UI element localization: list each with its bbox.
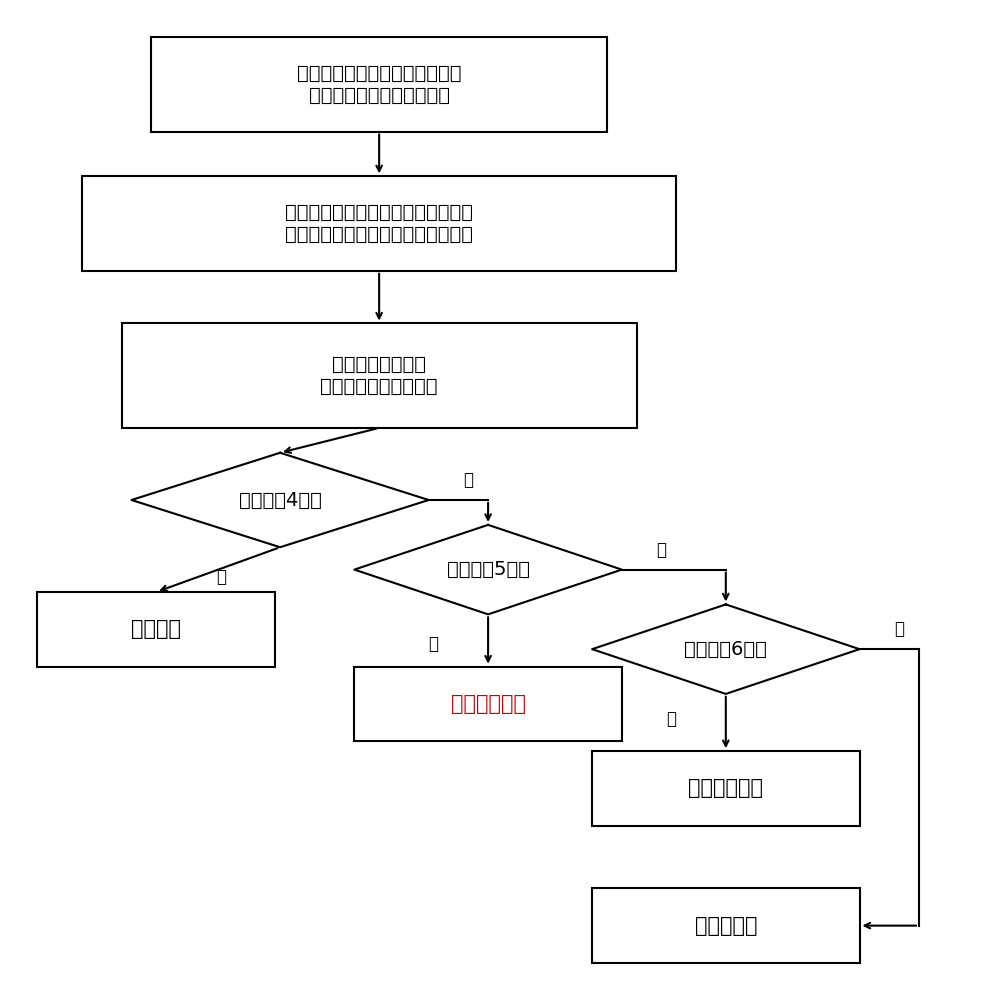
Text: 满足式（5）？: 满足式（5）？ [446,560,530,579]
Text: 将泄漏状态判定管壁温度减去所选代
表点的正常管壁温度得到的温度差值: 将泄漏状态判定管壁温度减去所选代 表点的正常管壁温度得到的温度差值 [285,203,473,244]
Text: 否: 否 [463,471,473,489]
Text: 微漏状态: 微漏状态 [131,619,181,639]
Bar [38,592,275,667]
Text: 是: 是 [666,710,676,728]
Text: 选择一个代表点的实测管壁温度
作为泄漏状态判定管壁温度: 选择一个代表点的实测管壁温度 作为泄漏状态判定管壁温度 [297,64,461,105]
Text: 严重内漏状态: 严重内漏状态 [688,778,763,798]
Text: 一般内漏状态: 一般内漏状态 [450,694,526,714]
Bar [122,323,636,428]
Text: 否: 否 [894,620,904,638]
Text: 满足式（6）？: 满足式（6）？ [684,640,767,659]
Bar [151,37,607,132]
Bar [355,667,622,741]
Text: 是: 是 [428,635,438,653]
Bar [82,176,676,271]
Bar [592,888,860,963]
Text: 满足式（4）？: 满足式（4）？ [239,490,322,509]
Bar [592,751,860,826]
Text: 未发生泄漏: 未发生泄漏 [694,916,757,936]
Text: 是: 是 [216,568,226,586]
Text: 根据温度差值判断
蒸汽疏水阀的泄漏状态: 根据温度差值判断 蒸汽疏水阀的泄漏状态 [321,355,438,396]
Text: 否: 否 [656,541,666,559]
